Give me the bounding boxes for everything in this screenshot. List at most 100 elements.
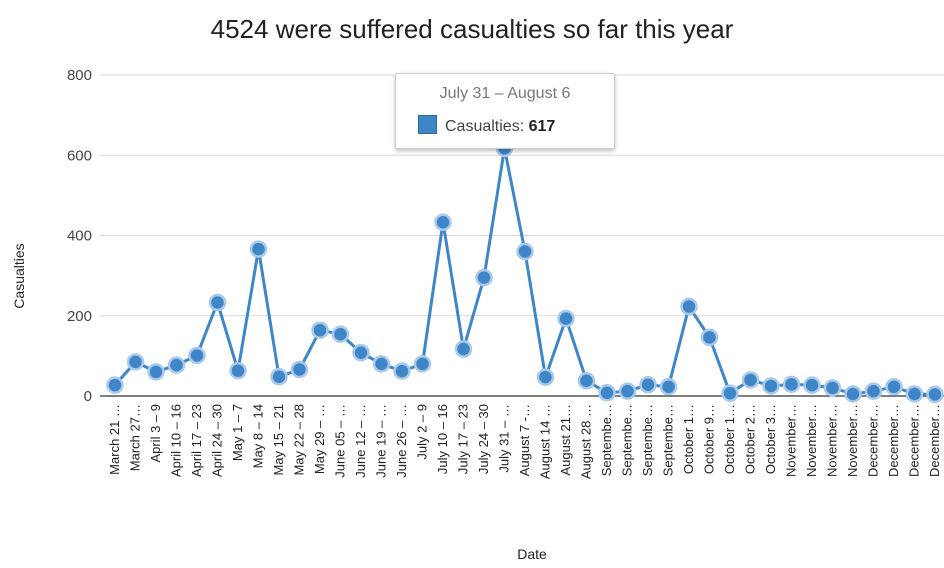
y-axis-title: Casualties [11,243,27,308]
data-point[interactable] [188,346,206,365]
x-tick-label: March 27… [128,404,143,471]
x-tick-label: April 24 – 30 [210,404,225,477]
x-tick-label: November… [845,404,860,477]
tooltip-value: 617 [528,118,556,135]
x-tick-label: August 28 … [579,404,594,479]
x-tick-label: May 1 – 7 [230,404,245,461]
data-point[interactable] [208,293,227,312]
x-tick-label: December… [927,404,942,477]
x-tick-label: August 21… [558,404,573,476]
data-point[interactable] [311,321,329,339]
x-tick-label: May 22 – 28 [292,404,307,476]
x-tick-label: July 17 – 23 [456,404,471,474]
x-tick-label: April 3 – 9 [148,404,163,463]
x-tick-label: June 26 – … [394,404,409,478]
data-point[interactable] [454,340,473,358]
data-point[interactable] [926,385,944,404]
data-point[interactable] [639,376,657,394]
data-point[interactable] [434,213,452,232]
data-point[interactable] [762,377,780,395]
x-tick-label: June 05 – … [333,404,348,478]
data-point[interactable] [864,382,883,400]
y-tick-label: 0 [84,388,92,405]
data-point[interactable] [721,384,739,402]
chart-title: 4524 were suffered casualties so far thi… [210,14,734,44]
x-tick-label: May 29 – … [312,404,327,474]
y-tick-label: 200 [67,308,92,325]
x-axis-title: Date [517,546,547,562]
data-point[interactable] [741,371,760,389]
data-point[interactable] [516,242,534,261]
x-tick-label: December… [886,404,901,477]
data-point[interactable] [680,297,698,316]
data-point[interactable] [249,240,268,258]
x-tick-label: April 10 – 16 [169,404,184,477]
data-point[interactable] [167,356,186,374]
x-tick-label: October 3… [763,404,778,474]
data-point[interactable] [823,379,842,397]
data-point[interactable] [598,384,616,402]
data-point[interactable] [844,385,862,403]
x-tick-label: October 1… [722,404,737,474]
hover-tooltip: July 31 – August 6 Casualties: 617 [395,73,615,149]
data-point[interactable] [372,355,391,373]
y-tick-label: 600 [67,147,92,164]
x-tick-label: August 7 -… [517,404,532,476]
series-casualties [106,139,944,404]
data-point[interactable] [577,372,596,390]
x-tick-label: August 14 … [538,404,553,479]
data-point[interactable] [331,325,350,343]
x-tick-label: Septembe… [599,404,614,476]
series-line [113,146,936,396]
data-point[interactable] [905,385,924,403]
tooltip-row: Casualties: 617 [418,115,555,136]
x-tick-label: October 9… [702,404,717,474]
x-tick-label: December… [866,404,881,477]
data-point[interactable] [782,375,801,394]
x-tick-label: April 17 – 23 [189,404,204,477]
data-point[interactable] [557,309,575,328]
data-point[interactable] [618,382,637,400]
data-point[interactable] [413,355,432,373]
x-tick-label: July 2 – 9 [415,404,430,460]
x-tick-label: December… [907,404,922,477]
data-point[interactable] [659,378,678,396]
tooltip-title: July 31 – August 6 [439,85,571,102]
data-point[interactable] [393,362,411,380]
x-tick-label: July 10 – 16 [435,404,450,474]
data-point[interactable] [270,367,288,386]
y-tick-label: 400 [67,228,92,245]
x-tick-label: June 19 – … [374,404,389,478]
data-point[interactable] [700,328,719,347]
x-tick-label: July 31 – … [497,404,512,473]
data-point[interactable] [352,343,370,362]
data-point[interactable] [106,376,124,394]
data-point[interactable] [290,360,309,379]
x-tick-label: June 12 – … [353,404,368,478]
x-tick-label: Septembe… [620,404,635,476]
x-tick-label: March 21 … [107,404,122,475]
data-point[interactable] [803,376,821,394]
x-tick-label: November… [804,404,819,477]
data-point[interactable] [147,363,165,381]
x-tick-label: July 24 – 30 [476,404,491,474]
data-point[interactable] [126,353,145,371]
x-axis-ticks: March 21 … March 27… April 3 – 9 April 10 –… [107,404,942,479]
data-point[interactable] [229,361,247,380]
y-axis-ticks: 0 200 400 600 800 [67,67,92,405]
y-tick-label: 800 [67,67,92,84]
data-point[interactable] [536,368,555,386]
data-point[interactable] [885,378,903,396]
x-tick-label: October 1… [681,404,696,474]
x-tick-label: Septembe… [661,404,676,476]
x-tick-label: October 2… [743,404,758,474]
tooltip-label: Casualties: [445,118,525,135]
x-tick-label: Septembe… [640,404,655,476]
x-tick-label: May 15 – 21 [271,404,286,476]
data-point[interactable] [475,268,493,287]
x-tick-label: November… [784,404,799,477]
x-tick-label: May 8 – 14 [251,404,266,468]
tooltip-series-swatch [418,115,437,134]
x-tick-label: November… [825,404,840,477]
